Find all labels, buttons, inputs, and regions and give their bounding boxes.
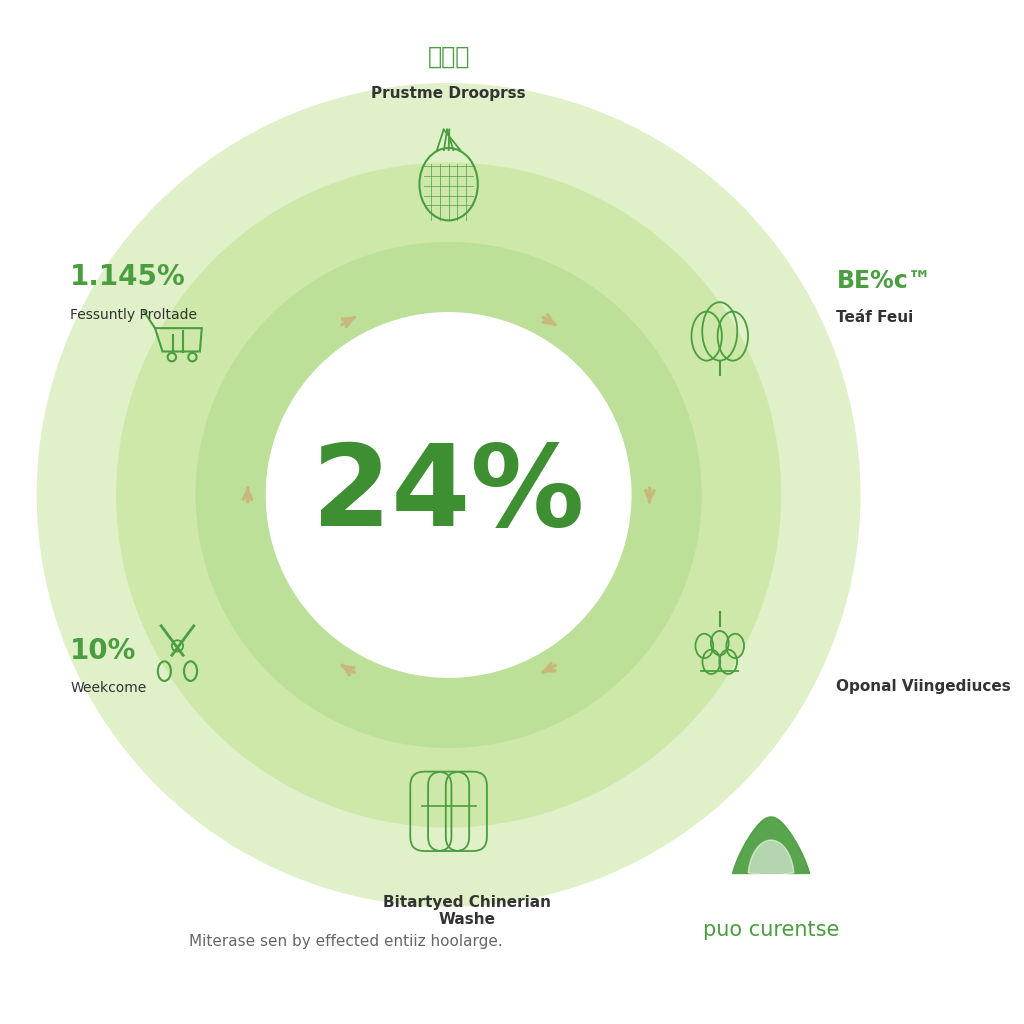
Polygon shape: [732, 817, 810, 873]
Text: ሦሷሲ: ሦሷሲ: [427, 45, 470, 69]
Circle shape: [117, 163, 780, 826]
Text: Oponal Viingediuces: Oponal Viingediuces: [837, 679, 1012, 694]
Text: Bitartyed Chinerian
Washe: Bitartyed Chinerian Washe: [383, 895, 551, 928]
Text: 10%: 10%: [70, 637, 136, 665]
Text: Fessuntly Proltade: Fessuntly Proltade: [70, 307, 197, 322]
Circle shape: [38, 84, 860, 906]
Polygon shape: [749, 840, 794, 877]
Circle shape: [197, 243, 701, 748]
Text: Teáf Feui: Teáf Feui: [837, 310, 913, 325]
Text: Prustme Drooprss: Prustme Drooprss: [372, 86, 526, 100]
Text: BE%c™: BE%c™: [837, 269, 932, 293]
Text: 1.145%: 1.145%: [70, 263, 185, 291]
Text: puo curentse: puo curentse: [702, 920, 840, 940]
Text: Weekcome: Weekcome: [70, 681, 146, 695]
Text: 24%: 24%: [312, 439, 585, 551]
Circle shape: [266, 312, 631, 677]
Text: Miterase sen by effected entiiz hoolarge.: Miterase sen by effected entiiz hoolarge…: [188, 934, 503, 949]
